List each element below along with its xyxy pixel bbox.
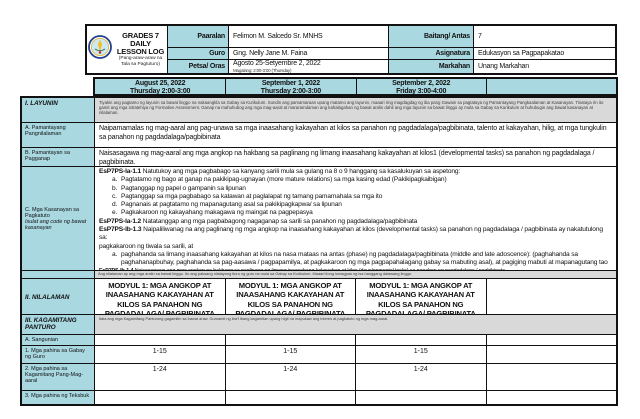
- sanggunian-cell: [485, 335, 617, 345]
- competency-line: pagkakaroon ng tiwala sa sarili, at: [99, 242, 194, 250]
- competency-line: c. Pagtanggap sa mga pagbabago sa katawan…: [112, 192, 383, 200]
- modyul-cell-1: MODYUL 1: MGA ANGKOP AT INAASAHANG KAKAY…: [104, 281, 215, 314]
- row-nilalaman: II. NILALAMAN MODYUL 1: MGA ANGKOP AT IN…: [22, 279, 616, 315]
- modyul-cell-4-empty: [485, 279, 617, 314]
- gabay-pages-col4-empty: [485, 346, 617, 363]
- sanggunian-cell: [224, 335, 356, 345]
- competency-line: EsP7PS-Ia-1.1 Natutukoy ang mga pagbabag…: [99, 168, 461, 175]
- guro-value: Gng. Nelly Jane M. Faina: [228, 47, 388, 59]
- row-gabay-ng-guro: 1. Mga pahina sa Gabay ng Guro 1-15 1-15…: [22, 346, 616, 364]
- lesson-log-table: I. LAYUNIN Tiyakin ang pagtamo ng layuni…: [20, 96, 618, 406]
- gabay-values: 1-15 1-15 1-15: [95, 346, 616, 363]
- petsa-oras-value: Agosto 25-Setyembre 2, 2022 Magalang: 2:…: [228, 59, 388, 73]
- kagamitan-note: Itala ang mga Kagamitang Panturong gagam…: [95, 315, 616, 334]
- pangnilalaman-text: Naipamamalas ng mag-aaral ang pag-unawa …: [99, 125, 607, 141]
- sanggunian-cell: [355, 335, 486, 345]
- paaralan-label: Paaralan: [167, 26, 228, 47]
- row-pamantayang-pangnilalaman: A. Pamantayang Pangnilalaman Naipamamala…: [22, 123, 616, 148]
- row-pamantayan-pagganap: B. Pamantayan sa Pagganap Naisasagawa ng…: [22, 148, 616, 167]
- kagamitang-pages-col4-empty: [485, 364, 617, 390]
- baitang-label: Baitang/ Antas: [388, 26, 473, 47]
- kagamitang-pages-col3: 1-24: [355, 364, 486, 390]
- competency-line: EsP7PS-Ia-1.2 Natatanggap ang mga pagbab…: [99, 217, 418, 225]
- title-dll: DAILY LESSON LOG: [116, 39, 165, 56]
- sanggunian-label-cell: A. Sangunian: [22, 335, 95, 345]
- kasanayan-content: EsP7PS-Ia-1.1 Natutukoy ang mga pagbabag…: [95, 167, 616, 270]
- sanggunian-cell: [95, 335, 225, 345]
- pagganap-label-cell: B. Pamantayan sa Pagganap: [22, 148, 95, 166]
- teksbuk-pages-col3: [355, 391, 486, 404]
- baitang-value: 7: [473, 26, 615, 47]
- guro-label: Guro: [167, 47, 228, 59]
- gabay-pages-col1: 1-15: [152, 348, 167, 355]
- markahan-value: Unang Markahan: [473, 59, 615, 73]
- date-columns-header: August 25, 2022 Thursday 2:00-3:00 Septe…: [93, 77, 618, 96]
- kagamitang-pages-col1: 1-24: [152, 366, 167, 373]
- header-table: GRADES 7 DAILY LESSON LOG (Pang-araw-ara…: [85, 24, 617, 75]
- row-teksbuk: 3. Mga pahina ng Teksbuk: [22, 391, 616, 404]
- kagamitang-pages-col2: 1-24: [224, 364, 356, 390]
- kagamitang-pages-label-cell: 2. Mga pahina sa Kagamitang Pang-Mag-aar…: [22, 364, 95, 390]
- row-kagamitang-pang-mag-aaral: 2. Mga pahina sa Kagamitang Pang-Mag-aar…: [22, 364, 616, 391]
- nilalaman-note-spacer-cell: [22, 271, 95, 278]
- gabay-pages-col2: 1-15: [224, 346, 356, 363]
- title-subtitle-2: Tala sa Pagtuturo): [121, 61, 160, 67]
- petsa-oras-label: Petsa/ Oras: [167, 59, 228, 73]
- title-grade: GRADES 7: [122, 31, 159, 40]
- teksbuk-pages-col1: [95, 391, 225, 404]
- petsa-oras-note: Magalang: 2:00-3:00 (Thursday): [233, 68, 292, 73]
- layunin-note: Tiyakin ang pagtamo ng layunin sa bawat …: [95, 98, 616, 122]
- kagamitan-label-cell: III. KAGAMITANG PANTURO: [22, 315, 95, 334]
- logo-title-cell: GRADES 7 DAILY LESSON LOG (Pang-araw-ara…: [87, 26, 167, 73]
- sanggunian-columns: [95, 335, 616, 345]
- date-column-2: September 1, 2022 Thursday 2:00-3:00: [225, 79, 355, 94]
- pagganap-text: Naisasagawa ng mag-aaral ang mga angkop …: [99, 150, 595, 166]
- document-title: GRADES 7 DAILY LESSON LOG (Pang-araw-ara…: [115, 32, 166, 67]
- title-subtitle-1: (Pang-araw-araw na: [118, 56, 163, 61]
- modyul-cell-2: MODYUL 1: MGA ANGKOP AT INAASAHANG KAKAY…: [224, 279, 356, 314]
- deped-seal-logo: [88, 35, 112, 64]
- asignatura-value: Edukasyon sa Pagpapakatao: [473, 47, 615, 59]
- competency-line: EsP7PS-Ib-1.3 Naipaliliwanag na ang pagl…: [99, 226, 603, 242]
- row-nilalaman-note: Ang nilalaman ay ang mga aralin sa bawat…: [22, 271, 616, 279]
- nilalaman-columns: MODYUL 1: MGA ANGKOP AT INAASAHANG KAKAY…: [95, 279, 616, 314]
- date-column-4-empty: [485, 79, 616, 94]
- markahan-label: Markahan: [388, 59, 473, 73]
- date-column-3: September 2, 2022 Friday 3:00-4:00: [355, 79, 486, 94]
- paaralan-value: Felimon M. Salcedo Sr. MNHS: [228, 26, 388, 47]
- teksbuk-pages-col2: [224, 391, 356, 404]
- teksbuk-label-cell: 3. Mga pahina ng Teksbuk: [22, 391, 95, 404]
- competency-line: EsP7PS-Ib-1.4 Naisasagawa ang mga angkop…: [99, 268, 612, 270]
- row-layunin: I. LAYUNIN Tiyakin ang pagtamo ng layuni…: [22, 98, 616, 123]
- row-kagamitang-panturo: III. KAGAMITANG PANTURO Itala ang mga Ka…: [22, 315, 616, 335]
- layunin-label-cell: I. LAYUNIN: [22, 98, 95, 122]
- asignatura-label: Asignatura: [388, 47, 473, 59]
- competency-line: a. Pagtatamo ng bago at ganap na pakikipa…: [112, 176, 447, 184]
- nilalaman-note: Ang nilalaman ay ang mga aralin sa bawat…: [95, 271, 616, 278]
- nilalaman-label-cell: II. NILALAMAN: [22, 279, 95, 314]
- modyul-cell-3: MODYUL 1: MGA ANGKOP AT INAASAHANG KAKAY…: [355, 279, 486, 314]
- row-kasanayan: C. Mga Kasanayan sa Pagkatuto Isulat ang…: [22, 167, 616, 271]
- kagamitang-values: 1-24 1-24 1-24: [95, 364, 616, 390]
- teksbuk-values: [95, 391, 616, 404]
- gabay-label-cell: 1. Mga pahina sa Gabay ng Guro: [22, 346, 95, 363]
- teksbuk-pages-col4-empty: [485, 391, 617, 404]
- competency-line: d. Pagnanais at pagtatamo ng mapanagutang…: [112, 201, 342, 209]
- row-sanggunian: A. Sangunian: [22, 335, 616, 346]
- date-column-1: August 25, 2022 Thursday 2:00-3:00: [130, 80, 191, 94]
- competency-line: e. Pagkakaroon ng kakayahang makagawa ng …: [112, 209, 313, 217]
- competency-line: a. paghahanda sa limang inaasahang kakaya…: [112, 250, 608, 267]
- gabay-pages-col3: 1-15: [355, 346, 486, 363]
- kasanayan-label-cell: C. Mga Kasanayan sa Pagkatuto Isulat ang…: [22, 167, 95, 270]
- pangnilalaman-label-cell: A. Pamantayang Pangnilalaman: [22, 123, 95, 147]
- competency-line: b. Pagtanggap ng papel o gampanin sa lipu…: [112, 184, 246, 192]
